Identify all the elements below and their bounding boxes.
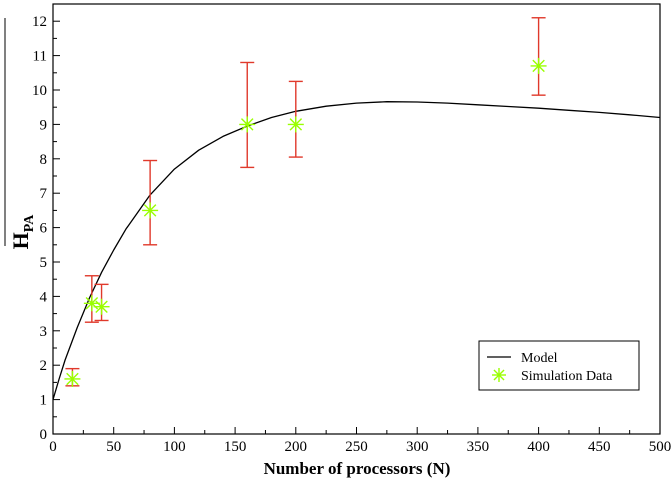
marker-stroke [95, 300, 108, 313]
y-tick-label: 9 [40, 117, 48, 133]
legend-model-label: Model [521, 351, 558, 366]
y-tick-label: 4 [40, 289, 48, 305]
x-tick-label: 400 [527, 439, 550, 455]
data-point [142, 202, 159, 219]
y-axis-title: HPA [8, 214, 37, 250]
data-point [287, 116, 304, 133]
x-tick-label: 350 [467, 439, 490, 455]
x-tick-label: 0 [49, 439, 57, 455]
marker-stroke [85, 297, 99, 310]
error-bars [65, 17, 546, 387]
x-axis: 0 50 100 150 200 250 300 350 400 450 500 [49, 427, 671, 455]
x-tick-label: 150 [224, 439, 247, 455]
error-bar [240, 61, 255, 169]
marker-stroke [66, 372, 79, 386]
marker-stroke [493, 369, 505, 381]
marker-stroke [143, 204, 157, 217]
y-axis-title-main: H [8, 232, 33, 249]
y-tick-label: 3 [40, 324, 48, 340]
marker-stroke [289, 118, 303, 131]
legend-star-marker [492, 368, 506, 382]
data-point [93, 298, 110, 315]
data-point [239, 116, 256, 133]
x-axis-title: Number of processors (N) [264, 459, 451, 478]
y-axis-title-group: HPA [8, 214, 37, 250]
marker-stroke [532, 59, 545, 73]
y-tick-label: 2 [40, 358, 48, 374]
x-tick-label: 250 [345, 439, 368, 455]
legend: Model Simulation Data [478, 340, 640, 391]
y-tick-label: 12 [32, 14, 47, 30]
x-tick-label: 50 [106, 439, 121, 455]
x-tick-label: 450 [588, 439, 611, 455]
y-tick-label: 6 [40, 221, 48, 237]
y-axis-title-sub: PA [22, 214, 37, 233]
x-tick-label: 300 [406, 439, 429, 455]
x-tick-label: 500 [649, 439, 671, 455]
marker-stroke [240, 118, 254, 131]
legend-simulation-swatch [492, 368, 506, 382]
y-tick-label: 5 [40, 255, 48, 271]
legend-box [478, 340, 640, 391]
x-tick-label: 200 [285, 439, 308, 455]
y-tick-label: 10 [32, 83, 47, 99]
x-tick-label: 100 [163, 439, 186, 455]
legend-simulation-label: Simulation Data [521, 369, 613, 384]
error-bar [531, 17, 546, 96]
y-tick-label: 0 [40, 427, 48, 443]
y-tick-label: 11 [33, 49, 47, 65]
y-tick-label: 7 [40, 186, 48, 202]
model-line [52, 101, 661, 400]
simulation-series [64, 57, 547, 387]
data-point [530, 57, 547, 74]
model-series [52, 101, 661, 400]
y-tick-label: 1 [40, 393, 48, 409]
data-point [64, 370, 81, 387]
y-tick-label: 8 [40, 152, 48, 168]
